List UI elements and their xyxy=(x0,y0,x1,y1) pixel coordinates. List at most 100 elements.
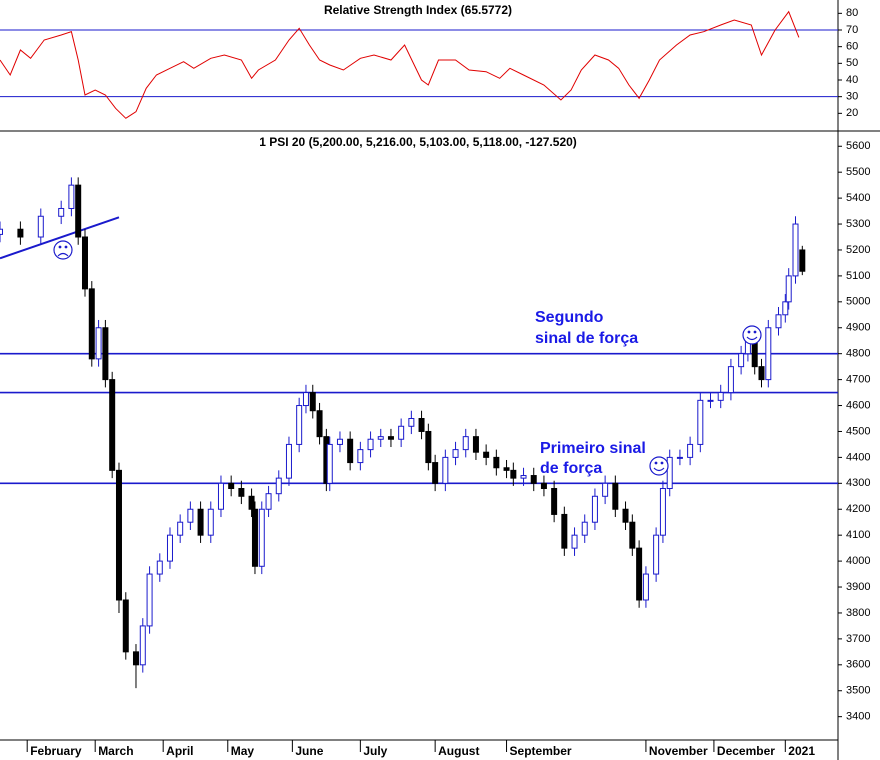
y-tick-label: 5200 xyxy=(846,244,870,256)
x-tick-label: April xyxy=(166,744,193,758)
candle-body xyxy=(659,488,666,536)
x-tick-label: June xyxy=(295,744,323,758)
candle-body xyxy=(540,482,547,490)
x-tick-label: November xyxy=(649,744,708,758)
candle-body xyxy=(258,508,265,567)
candle-body xyxy=(782,301,789,316)
y-tick-label: 4400 xyxy=(846,451,870,463)
y-tick-label: 30 xyxy=(846,91,858,103)
candle-body xyxy=(653,534,660,575)
candle-body xyxy=(697,399,704,445)
candle-body xyxy=(462,436,469,451)
y-tick-label: 20 xyxy=(846,107,858,119)
y-tick-label: 4300 xyxy=(846,477,870,489)
y-tick-label: 4500 xyxy=(846,425,870,437)
candle-body xyxy=(717,392,724,401)
candle-body xyxy=(452,449,459,458)
candle-body xyxy=(510,469,517,479)
candle-body xyxy=(758,366,765,381)
candle-body xyxy=(571,534,578,549)
candle-body xyxy=(265,493,272,510)
x-tick-label: July xyxy=(363,744,387,758)
y-tick-label: 4600 xyxy=(846,399,870,411)
y-tick-label: 4100 xyxy=(846,529,870,541)
candle-body xyxy=(483,451,490,458)
y-tick-label: 3800 xyxy=(846,607,870,619)
candle-body xyxy=(727,366,734,394)
y-tick-label: 5100 xyxy=(846,270,870,282)
smile-icon xyxy=(742,325,762,345)
candle-body xyxy=(442,456,449,484)
y-tick-label: 3600 xyxy=(846,659,870,671)
y-tick-label: 3900 xyxy=(846,581,870,593)
candle-body xyxy=(387,436,394,440)
candle-body xyxy=(799,249,806,272)
candle-body xyxy=(591,495,598,523)
annotation: Segundo xyxy=(535,309,604,326)
candle-body xyxy=(68,184,75,209)
annotation: de força xyxy=(540,460,602,477)
candle-body xyxy=(217,482,224,510)
candle-body xyxy=(530,475,537,484)
candle-body xyxy=(367,438,374,451)
y-tick-label: 40 xyxy=(846,74,858,86)
x-tick-label: March xyxy=(98,744,133,758)
candle-body xyxy=(602,482,609,497)
candle-body xyxy=(58,207,65,217)
candle-body xyxy=(248,495,255,510)
candle-body xyxy=(472,436,479,453)
candle-body xyxy=(0,228,3,235)
y-tick-label: 4900 xyxy=(846,322,870,334)
x-tick-label: 2021 xyxy=(788,744,815,758)
candle-body xyxy=(503,467,510,471)
y-tick-label: 5000 xyxy=(846,296,870,308)
frown-icon xyxy=(53,240,73,260)
candle-body xyxy=(228,482,235,490)
y-tick-label: 3400 xyxy=(846,711,870,723)
candle-body xyxy=(738,353,745,368)
rsi-line xyxy=(0,10,800,119)
y-tick-label: 3700 xyxy=(846,633,870,645)
y-tick-label: 80 xyxy=(846,7,858,19)
candle-body xyxy=(238,488,245,497)
y-tick-label: 70 xyxy=(846,24,858,36)
y-tick-label: 5400 xyxy=(846,192,870,204)
smile-icon xyxy=(649,456,669,476)
candle-body xyxy=(302,392,309,407)
x-tick-label: August xyxy=(438,744,479,758)
candle-body xyxy=(493,456,500,469)
rsi-title: Relative Strength Index (65.5772) xyxy=(324,3,512,17)
candle-body xyxy=(347,438,354,464)
candle-body xyxy=(166,534,173,562)
trend-line xyxy=(0,216,120,260)
candle-body xyxy=(146,573,153,627)
candle-body xyxy=(81,236,88,290)
y-tick-label: 4800 xyxy=(846,348,870,360)
candle-body xyxy=(418,417,425,432)
candle-body xyxy=(792,223,799,277)
candle-body xyxy=(561,513,568,549)
candle-body xyxy=(408,417,415,427)
candle-body xyxy=(425,430,432,464)
candle-body xyxy=(642,573,649,601)
candle-body xyxy=(326,443,333,484)
candle-body xyxy=(622,508,629,523)
y-tick-label: 50 xyxy=(846,57,858,69)
y-tick-label: 3500 xyxy=(846,685,870,697)
annotation: Primeiro sinal xyxy=(540,440,646,457)
candle-body xyxy=(551,488,558,515)
candle-body xyxy=(581,521,588,536)
candle-body xyxy=(296,405,303,445)
candle-body xyxy=(251,508,258,567)
candle-body xyxy=(765,327,772,381)
candle-body xyxy=(285,443,292,479)
x-tick-label: December xyxy=(717,744,775,758)
candle-body xyxy=(115,469,122,601)
icons xyxy=(53,240,762,476)
candle-body xyxy=(357,449,364,464)
candle-body xyxy=(275,477,282,495)
y-tick-label: 5300 xyxy=(846,218,870,230)
candle-body xyxy=(629,521,636,549)
